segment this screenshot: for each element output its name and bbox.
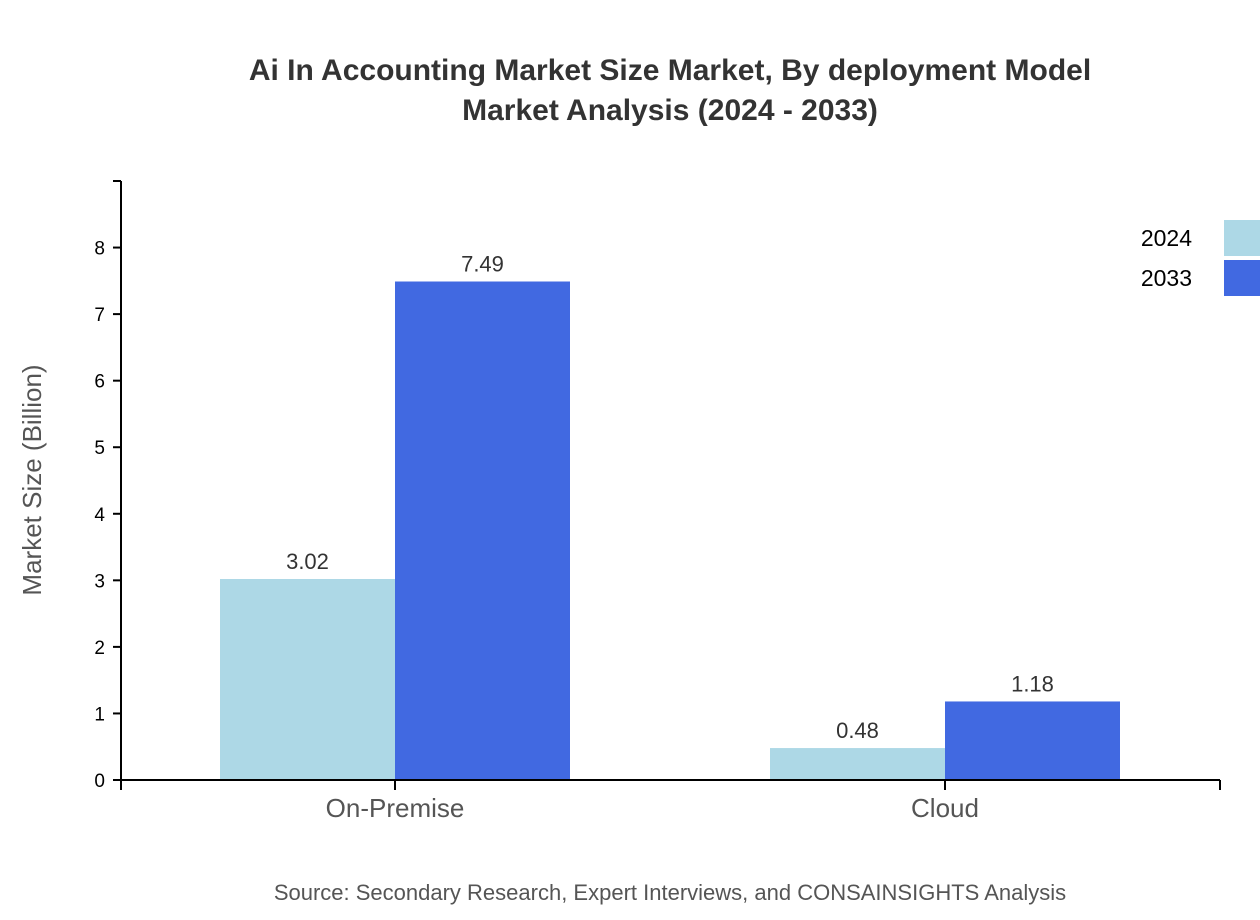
- data-label: 1.18: [1011, 671, 1054, 696]
- legend-swatch-2033: [1224, 260, 1260, 296]
- y-tick-label: 6: [94, 372, 105, 393]
- y-tick-label: 5: [94, 438, 105, 459]
- bar-2033-on-premise: [395, 281, 570, 780]
- y-tick-label: 3: [94, 571, 105, 592]
- y-tick-label: 4: [94, 505, 105, 526]
- data-label: 0.48: [836, 718, 879, 743]
- bar-2033-cloud: [945, 701, 1120, 780]
- y-tick-label: 1: [94, 704, 105, 725]
- source-note: Source: Secondary Research, Expert Inter…: [274, 880, 1066, 905]
- data-label: 7.49: [461, 251, 504, 276]
- x-tick-label: Cloud: [911, 793, 979, 823]
- x-tick-label: On-Premise: [326, 793, 465, 823]
- legend-swatch-2024: [1224, 220, 1260, 256]
- y-tick-label: 0: [94, 771, 105, 792]
- chart-title-line-1: Ai In Accounting Market Size Market, By …: [249, 54, 1091, 87]
- chart-title-line-2: Market Analysis (2024 - 2033): [462, 94, 878, 127]
- bar-2024-on-premise: [220, 579, 395, 780]
- y-axis-label: Market Size (Billion): [17, 364, 47, 595]
- legend-label-2033: 2033: [1141, 265, 1192, 291]
- y-tick-label: 8: [94, 239, 105, 260]
- bar-2024-cloud: [770, 748, 945, 780]
- y-tick-label: 2: [94, 638, 105, 659]
- data-label: 3.02: [286, 549, 329, 574]
- y-tick-label: 7: [94, 305, 105, 326]
- legend-label-2024: 2024: [1141, 225, 1192, 251]
